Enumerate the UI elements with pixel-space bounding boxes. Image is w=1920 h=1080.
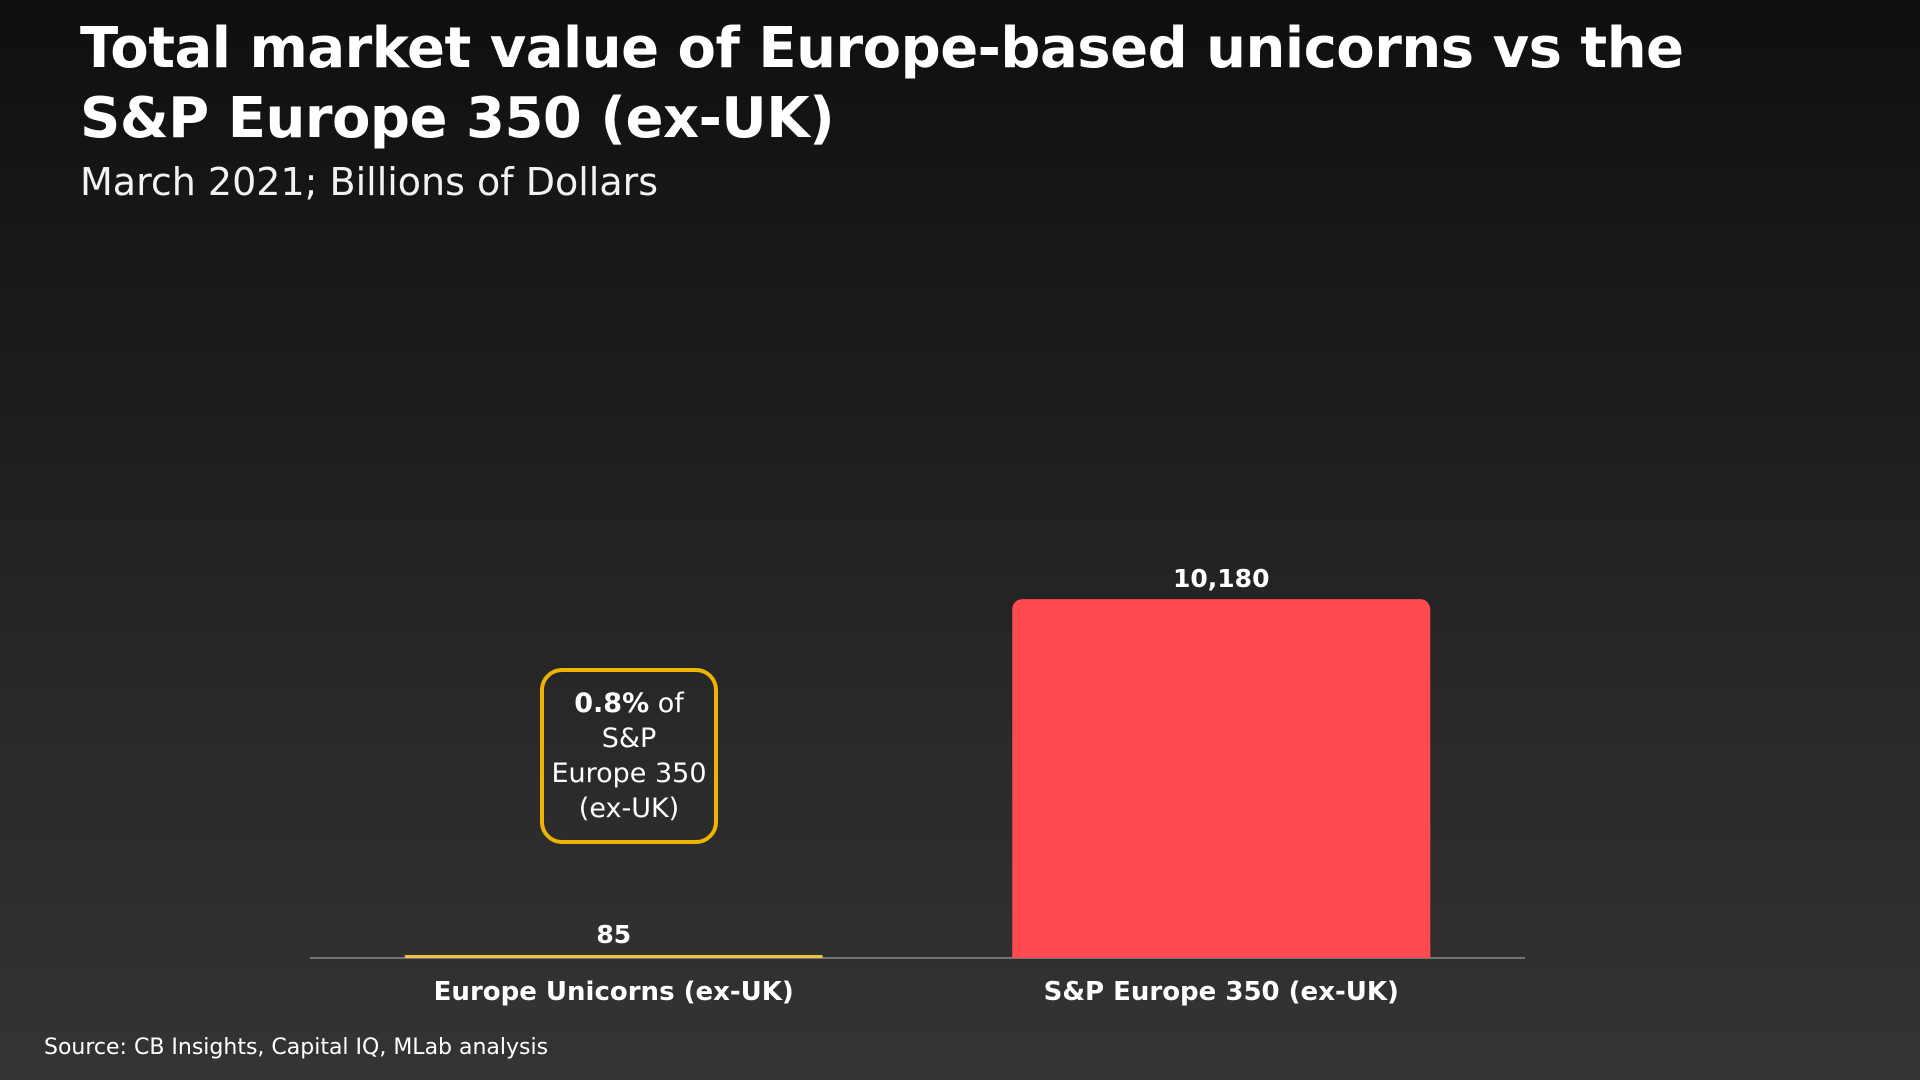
bar-europe-unicorns: [404, 955, 823, 958]
source-note: Source: CB Insights, Capital IQ, MLab an…: [44, 1035, 549, 1060]
bar-base-2: [1012, 946, 1431, 958]
callout-line-1-rest: of S&P: [601, 688, 684, 754]
chart-title: Total market value of Europe-based unico…: [80, 16, 1684, 151]
callout-line-2: Europe 350: [551, 758, 707, 789]
data-label-2: 10,180: [1173, 564, 1269, 593]
callout-line-3: (ex-UK): [578, 793, 680, 824]
callout-highlight: 0.8%: [574, 688, 650, 719]
callout-line-1: 0.8% of S&P: [544, 686, 714, 756]
data-label-1: 85: [596, 920, 631, 949]
chart-subtitle: March 2021; Billions of Dollars: [80, 160, 659, 204]
bar-sp-europe-350: [1012, 599, 1431, 958]
category-label-2: S&P Europe 350 (ex-UK): [1044, 977, 1399, 1007]
share-callout: 0.8% of S&P Europe 350 (ex-UK): [540, 668, 718, 844]
category-label-1: Europe Unicorns (ex-UK): [434, 977, 794, 1007]
